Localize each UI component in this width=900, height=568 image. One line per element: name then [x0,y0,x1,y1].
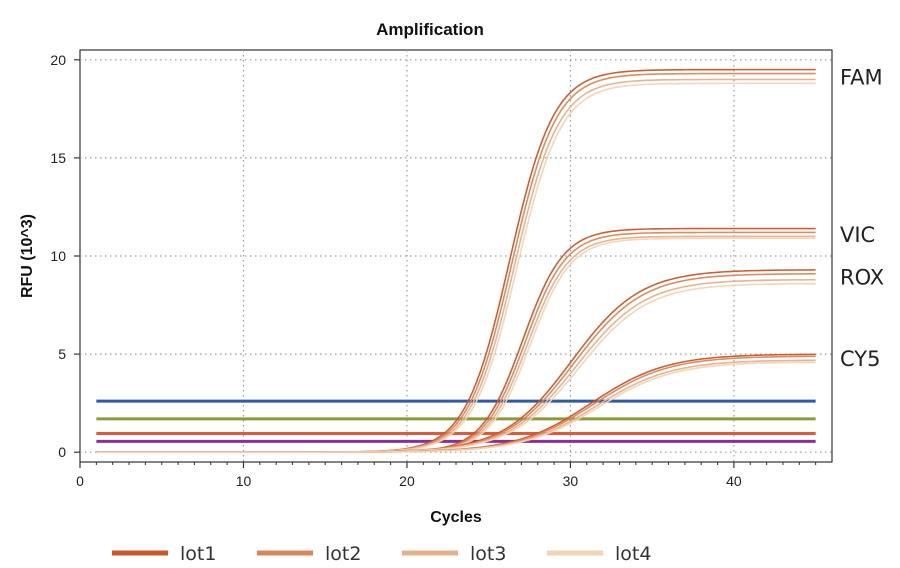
axis-ticks: 0 10 20 30 40 0 5 10 15 20 [50,52,817,489]
x-tick-label: 0 [76,473,84,489]
amplification-curves [96,68,816,453]
legend: lot1 lot2 lot3 lot4 [112,543,651,565]
dye-label: FAM [840,65,883,89]
dye-label: ROX [840,266,884,290]
x-tick-label: 20 [399,473,415,489]
x-axis-label: Cycles [430,509,482,526]
legend-label: lot3 [470,543,506,565]
legend-label: lot4 [615,543,651,565]
y-tick-label: 15 [50,150,66,166]
dye-labels: FAM VIC ROX CY5 [840,65,884,371]
x-tick-label: 10 [236,473,252,489]
x-tick-label: 40 [726,473,742,489]
legend-label: lot2 [325,543,361,565]
legend-label: lot1 [180,543,216,565]
dye-label: VIC [840,223,875,247]
y-axis-label: RFU (10^3) [19,214,36,298]
y-tick-label: 5 [58,346,66,362]
y-tick-label: 10 [50,248,66,264]
x-tick-label: 30 [563,473,579,489]
y-tick-label: 20 [50,52,66,68]
dye-label: CY5 [840,347,880,371]
amplification-curve [96,361,816,453]
chart-title: Amplification [376,20,484,39]
y-tick-label: 0 [58,444,66,460]
threshold-lines [96,399,816,443]
